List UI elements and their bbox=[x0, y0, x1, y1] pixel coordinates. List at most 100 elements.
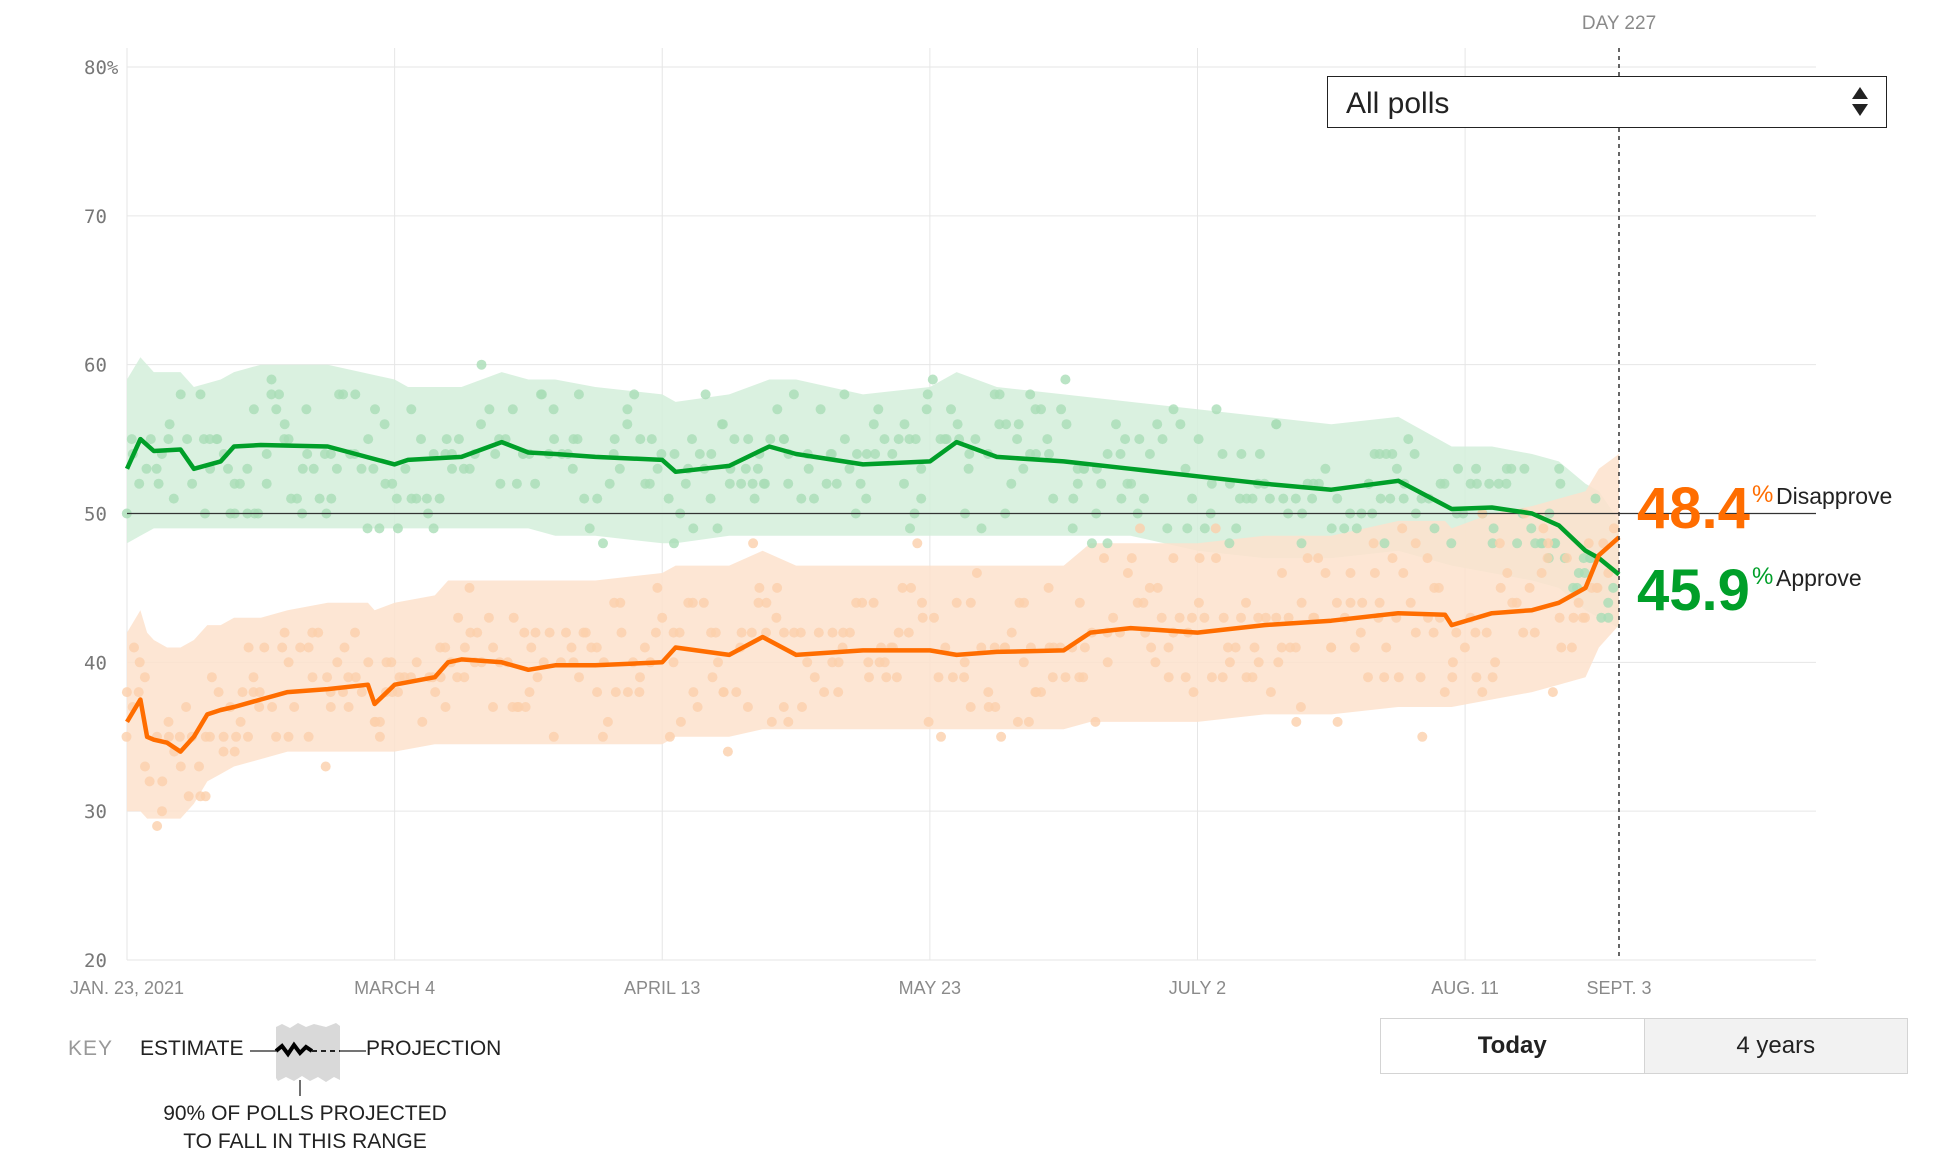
approve-poll-dot bbox=[211, 434, 222, 445]
trend-lines bbox=[124, 436, 1621, 754]
approve-poll-dot bbox=[635, 434, 646, 445]
x-tick-label: AUG. 11 bbox=[1431, 978, 1499, 998]
disapprove-poll-dot bbox=[218, 746, 229, 757]
approve-poll-dot bbox=[1206, 478, 1217, 489]
toggle-today-button[interactable]: Today bbox=[1381, 1019, 1644, 1073]
disapprove-poll-dot bbox=[1150, 657, 1161, 668]
approve-poll-dot bbox=[567, 463, 578, 474]
approve-poll-dot bbox=[1036, 404, 1046, 415]
disapprove-poll-dot bbox=[959, 657, 970, 668]
disapprove-poll-dot bbox=[827, 627, 838, 638]
disapprove-poll-dot bbox=[248, 672, 259, 683]
disapprove-poll-dot bbox=[1529, 627, 1540, 638]
approve-poll-dot bbox=[1512, 538, 1523, 549]
disapprove-poll-dot bbox=[1433, 582, 1444, 593]
approve-poll-dot bbox=[1012, 434, 1023, 445]
disapprove-poll-dot bbox=[1428, 627, 1439, 638]
disapprove-poll-dot bbox=[313, 627, 324, 638]
approve-poll-dot bbox=[536, 389, 546, 400]
disapprove-poll-dot bbox=[936, 731, 946, 742]
disapprove-poll-dot bbox=[386, 657, 397, 668]
disapprove-poll-dot bbox=[1561, 553, 1572, 564]
approve-poll-dot bbox=[421, 493, 432, 504]
disapprove-poll-dot bbox=[1542, 553, 1553, 564]
approve-poll-dot bbox=[1126, 478, 1137, 489]
disapprove-poll-dot bbox=[736, 627, 747, 638]
disapprove-poll-dot bbox=[1379, 672, 1390, 683]
disapprove-poll-dot bbox=[1331, 597, 1342, 608]
disapprove-poll-dot bbox=[1470, 627, 1481, 638]
approve-poll-dot bbox=[1013, 419, 1024, 430]
approve-poll-dot bbox=[1120, 434, 1131, 445]
toggle-4-years-button[interactable]: 4 years bbox=[1643, 1019, 1907, 1073]
disapprove-poll-dot bbox=[1023, 716, 1034, 727]
y-tick-label: 20 bbox=[84, 950, 107, 972]
disapprove-poll-dot bbox=[1345, 568, 1356, 578]
disapprove-poll-dot bbox=[1608, 523, 1619, 534]
disapprove-poll-dot bbox=[1283, 612, 1294, 623]
disapprove-poll-dot bbox=[1036, 687, 1046, 698]
disapprove-poll-dot bbox=[1163, 642, 1174, 653]
approve-poll-dot bbox=[1102, 449, 1113, 459]
approve-poll-dot bbox=[223, 463, 233, 474]
approve-poll-dot bbox=[283, 434, 294, 445]
approve-poll-dot bbox=[1102, 538, 1113, 549]
poll-filter-select[interactable]: All polls bbox=[1327, 76, 1887, 128]
disapprove-poll-dot bbox=[1180, 672, 1191, 683]
approve-poll-dot bbox=[905, 523, 915, 534]
disapprove-poll-dot bbox=[1253, 657, 1264, 668]
approve-poll-dot bbox=[490, 449, 501, 459]
disapprove-poll-dot bbox=[881, 672, 892, 683]
approve-poll-dot bbox=[1182, 523, 1193, 534]
disapprove-poll-dot bbox=[1568, 612, 1579, 623]
approve-poll-dot bbox=[363, 434, 374, 445]
disapprove-poll-dot bbox=[1146, 642, 1157, 653]
approve-poll-dot bbox=[1001, 419, 1012, 430]
disapprove-poll-dot bbox=[524, 687, 535, 698]
disapprove-poll-dot bbox=[1079, 642, 1090, 653]
disapprove-poll-dot bbox=[440, 702, 451, 712]
disapprove-poll-dot bbox=[440, 642, 451, 653]
approve-poll-dot bbox=[1487, 538, 1498, 549]
disapprove-poll-dot bbox=[218, 731, 229, 742]
disapprove-poll-dot bbox=[1397, 523, 1408, 534]
approve-poll-dot bbox=[151, 463, 162, 474]
disapprove-poll-dot bbox=[610, 687, 621, 698]
approve-poll-dot bbox=[274, 389, 284, 400]
disapprove-poll-dot bbox=[1006, 627, 1017, 638]
disapprove-poll-dot bbox=[339, 642, 350, 653]
approve-poll-dot bbox=[927, 374, 938, 385]
disapprove-poll-dot bbox=[1295, 702, 1306, 712]
x-tick-label: JULY 2 bbox=[1169, 978, 1226, 998]
disapprove-poll-dot bbox=[1345, 597, 1356, 608]
disapprove-poll-dot bbox=[174, 731, 185, 742]
approve-poll-dot bbox=[663, 493, 674, 504]
approve-poll-dot bbox=[916, 463, 927, 474]
approve-poll-dot bbox=[740, 463, 751, 474]
disapprove-poll-dot bbox=[464, 582, 475, 593]
disapprove-poll-dot bbox=[183, 791, 194, 802]
disapprove-poll-dot bbox=[1260, 612, 1271, 623]
key-title: KEY bbox=[68, 1037, 114, 1060]
disapprove-poll-dot bbox=[343, 672, 354, 683]
disapprove-poll-dot bbox=[778, 702, 789, 712]
disapprove-poll-dot bbox=[1547, 687, 1558, 698]
disapprove-poll-dot bbox=[959, 672, 970, 683]
approve-poll-dot bbox=[356, 463, 367, 474]
disapprove-poll-dot bbox=[1193, 597, 1204, 608]
disapprove-poll-dot bbox=[891, 672, 902, 683]
approve-poll-dot bbox=[548, 404, 559, 415]
poll-filter-value: All polls bbox=[1346, 87, 1450, 120]
approve-poll-dot bbox=[1187, 493, 1198, 504]
disapprove-poll-dot bbox=[163, 716, 174, 727]
disapprove-poll-dot bbox=[163, 731, 174, 742]
approve-poll-dot bbox=[1042, 434, 1053, 445]
approve-poll-dot bbox=[1326, 523, 1337, 534]
approve-poll-dot bbox=[717, 419, 728, 430]
disapprove-poll-dot bbox=[1355, 627, 1366, 638]
disapprove-poll-dot bbox=[1417, 731, 1428, 742]
approve-poll-dot bbox=[831, 478, 842, 489]
approve-poll-dot bbox=[1193, 434, 1204, 445]
disapprove-poll-dot bbox=[277, 642, 288, 653]
approve-poll-dot bbox=[852, 449, 862, 459]
